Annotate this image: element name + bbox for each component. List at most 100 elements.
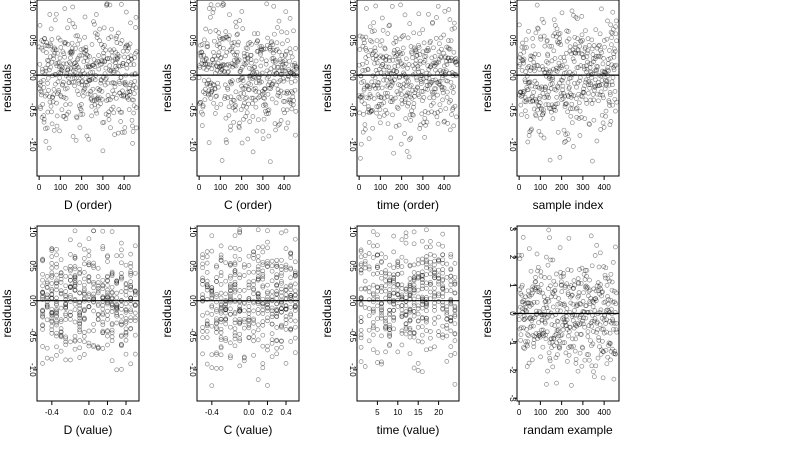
x-tick-label: 100: [534, 183, 548, 192]
data-point: [568, 267, 574, 273]
data-point: [54, 310, 59, 316]
data-point: [551, 335, 557, 341]
data-point: [606, 310, 612, 316]
data-point: [365, 104, 371, 109]
data-point: [531, 299, 537, 305]
data-point: [100, 277, 106, 283]
data-point: [609, 279, 615, 285]
data-point: [447, 127, 453, 133]
data-point: [217, 65, 223, 70]
data-point: [254, 128, 260, 134]
data-point: [407, 306, 413, 312]
data-point: [119, 260, 124, 266]
data-point: [273, 127, 278, 133]
data-point: [247, 40, 253, 45]
data-point: [587, 277, 592, 283]
data-point: [564, 281, 570, 287]
y-axis-label: residuals: [480, 64, 494, 112]
data-point: [415, 85, 420, 91]
data-point: [546, 75, 552, 81]
data-point: [366, 338, 372, 344]
data-point: [542, 311, 547, 317]
data-point: [261, 46, 267, 52]
data-point: [116, 63, 121, 69]
data-point: [262, 86, 267, 92]
data-point: [288, 250, 294, 256]
data-point: [62, 54, 67, 60]
data-point: [95, 346, 101, 351]
data-point: [200, 252, 205, 257]
data-point: [222, 96, 227, 102]
data-point: [448, 328, 454, 334]
data-point: [283, 61, 289, 67]
data-point: [223, 307, 229, 313]
data-point: [436, 257, 441, 263]
data-point: [54, 287, 59, 293]
data-point: [95, 286, 101, 291]
data-point: [232, 104, 238, 110]
data-point: [389, 83, 394, 88]
data-point: [535, 268, 540, 274]
data-point: [250, 101, 255, 106]
data-point: [528, 99, 533, 105]
data-point: [378, 120, 383, 126]
data-point: [605, 61, 611, 66]
data-point: [574, 105, 580, 111]
data-point: [47, 99, 53, 105]
data-point: [54, 333, 59, 339]
data-point: [388, 76, 393, 82]
data-point: [237, 338, 243, 344]
data-point: [128, 307, 134, 313]
data-point: [218, 310, 224, 316]
data-point: [99, 58, 104, 63]
data-point: [410, 55, 415, 61]
data-point: [200, 312, 205, 318]
data-point: [49, 121, 55, 127]
data-point: [363, 55, 369, 60]
data-point: [235, 42, 241, 48]
data-point: [594, 329, 599, 335]
data-point: [584, 284, 590, 290]
data-point: [286, 90, 291, 96]
data-point: [606, 297, 611, 302]
data-point: [100, 294, 106, 300]
data-point: [264, 68, 270, 74]
x-tick-label: 100: [214, 183, 228, 192]
data-point: [433, 67, 438, 73]
data-point: [548, 76, 554, 82]
data-point: [595, 79, 601, 85]
data-point: [289, 69, 295, 75]
data-point: [579, 115, 584, 120]
data-point: [532, 84, 538, 90]
data-point: [548, 69, 553, 75]
data-point: [214, 294, 219, 299]
data-point: [122, 125, 128, 130]
data-point: [403, 313, 409, 318]
data-point: [560, 316, 565, 322]
data-point: [90, 63, 96, 68]
data-point: [230, 44, 236, 49]
data-point: [86, 304, 92, 309]
data-point: [37, 23, 43, 28]
data-point: [575, 80, 581, 86]
data-point: [63, 273, 69, 279]
data-point: [452, 290, 458, 296]
data-point: [407, 317, 413, 323]
data-point: [72, 287, 78, 293]
data-point: [391, 276, 397, 281]
data-point: [74, 114, 79, 120]
data-point: [81, 87, 87, 93]
data-point: [58, 273, 64, 279]
data-point: [579, 312, 584, 317]
data-point: [368, 47, 373, 53]
data-point: [387, 325, 392, 330]
data-point: [539, 86, 545, 92]
data-point: [280, 62, 285, 67]
data-point: [260, 365, 266, 371]
data-point: [358, 270, 364, 276]
data-point: [565, 109, 570, 115]
data-point: [269, 289, 275, 294]
data-point: [228, 291, 233, 297]
data-point: [46, 145, 52, 151]
data-point: [97, 26, 103, 32]
